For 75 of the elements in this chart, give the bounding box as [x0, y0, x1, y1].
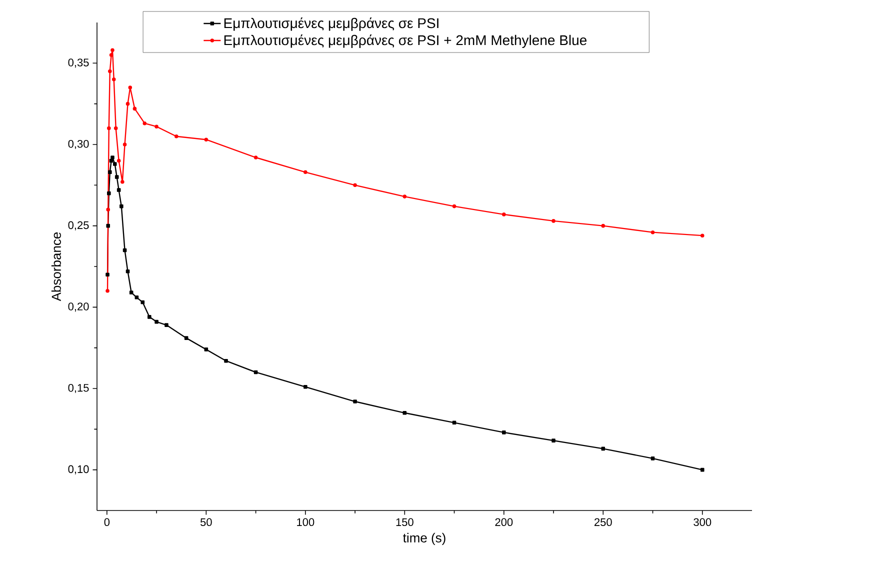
point — [700, 468, 704, 472]
point — [110, 48, 114, 52]
point — [204, 138, 208, 142]
x-axis-title: time (s) — [403, 532, 446, 546]
point — [254, 370, 258, 374]
point — [114, 126, 118, 130]
point — [184, 336, 188, 340]
point — [112, 162, 117, 166]
point — [112, 78, 116, 82]
point — [109, 53, 114, 57]
x-tick-label: 150 — [396, 518, 414, 526]
point — [142, 121, 147, 126]
legend-label: Εμπλουτισμένες μεμβράνες σε PSI — [224, 17, 438, 31]
y-tick-label: 0,25 — [68, 221, 89, 230]
point — [120, 204, 124, 208]
point — [353, 183, 357, 188]
y-axis-title: Absorbance — [51, 232, 61, 302]
point — [120, 180, 124, 184]
point — [129, 290, 134, 294]
point — [402, 411, 407, 415]
point — [650, 456, 655, 460]
point — [122, 142, 127, 146]
point — [114, 175, 119, 179]
point — [108, 170, 112, 174]
point — [502, 212, 506, 216]
point — [126, 102, 130, 106]
point — [154, 124, 158, 128]
legend-label: Εμπλουτισμένες μεμβράνες σε PSI + 2mM Methylene Blue — [224, 34, 587, 48]
y-tick-label: 0,15 — [68, 384, 89, 394]
point — [224, 358, 228, 363]
point — [402, 194, 407, 198]
point — [304, 384, 308, 389]
point — [110, 156, 114, 160]
point — [140, 300, 145, 304]
point — [601, 224, 606, 228]
point — [700, 234, 704, 238]
point — [452, 204, 456, 208]
point — [106, 224, 110, 228]
point — [353, 400, 357, 404]
y-tick-label: 0,10 — [68, 465, 89, 474]
x-tick-label: 300 — [694, 518, 712, 526]
point — [108, 69, 112, 74]
x-tick-label: 250 — [594, 518, 612, 526]
point — [650, 230, 655, 234]
x-tick-label: 100 — [297, 518, 314, 526]
point — [452, 420, 456, 425]
point — [132, 106, 137, 111]
y-tick-label: 0,20 — [68, 302, 89, 312]
point — [134, 296, 139, 300]
x-tick-label: 200 — [495, 518, 513, 526]
point — [502, 430, 506, 434]
point — [552, 219, 556, 223]
point — [116, 188, 121, 192]
point — [122, 248, 127, 252]
point — [552, 438, 556, 442]
x-tick-label: 0 — [104, 518, 110, 526]
point — [128, 86, 132, 90]
point — [148, 315, 152, 319]
point — [126, 269, 130, 274]
y-tick-label: 0,30 — [68, 140, 89, 150]
point — [154, 320, 158, 324]
point — [304, 170, 308, 174]
point — [106, 289, 110, 293]
point — [106, 208, 110, 212]
point — [107, 126, 111, 130]
point — [254, 156, 258, 160]
point — [204, 348, 208, 352]
point — [601, 446, 606, 451]
point — [174, 134, 178, 138]
y-tick-label: 0,35 — [68, 58, 89, 68]
point — [106, 272, 110, 277]
point — [116, 158, 121, 163]
point — [164, 323, 168, 327]
point — [107, 191, 111, 196]
x-tick-label: 50 — [200, 518, 212, 526]
